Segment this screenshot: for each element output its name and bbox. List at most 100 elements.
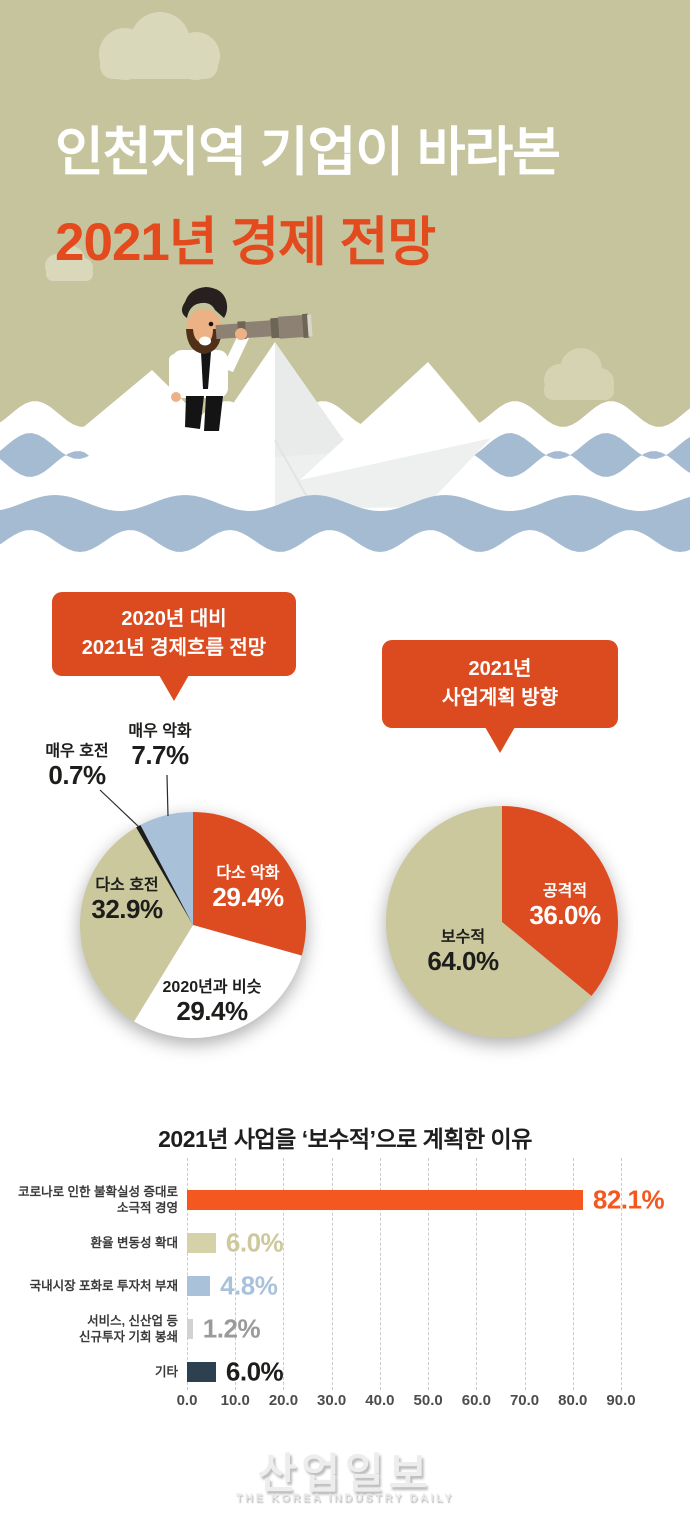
x-tick-label: 90.0 [606,1392,636,1409]
cloud-icon-right [544,348,614,400]
x-tick-label: 30.0 [317,1392,347,1409]
slice-label: 매우 호전 [45,743,109,760]
beard [186,329,222,354]
boat-illustration [0,0,690,580]
x-tick-label: 60.0 [461,1392,491,1409]
pie-slice [502,806,618,996]
lookout-man-illustration [169,287,313,431]
pie-callout-much-better: 매우 호전 0.7% [17,742,137,791]
bar-category-label: 서비스, 신산업 등 신규투자 기회 봉쇄 [79,1313,178,1344]
bar-value: 6.0% [225,1356,284,1387]
bar-category-label: 코로나로 인한 불확실성 증대로 소극적 경영 [18,1184,178,1215]
bar-value: 1.2% [202,1313,261,1344]
x-tick-label: 80.0 [558,1392,588,1409]
slice-label: 매우 악화 [128,723,192,740]
telescope-icon [215,313,313,340]
bubble-tail [159,675,189,701]
page-title: 인천지역 기업이 바라본 2021년 경제 전망 [55,108,561,288]
x-tick-label: 20.0 [268,1392,299,1409]
hair [181,287,228,318]
gridline [572,1158,574,1390]
slice-value: 29.4% [176,996,248,1027]
gridline [428,1158,430,1390]
x-tick-label: 70.0 [509,1392,540,1409]
slice-value: 32.9% [91,894,163,925]
bar-row: 서비스, 신산업 등 신규투자 기회 봉쇄 1.2% [0,1314,690,1345]
pie-slice [140,812,193,925]
pie-slice [136,824,193,925]
bar-category-label: 기타 [154,1364,178,1379]
pie-label-aggressive: 공격적 36.0% [505,882,625,931]
cloud-icon-small [45,246,93,281]
gridline [476,1158,478,1390]
bar-value: 4.8% [220,1270,278,1301]
x-tick-label: 10.0 [220,1392,250,1409]
x-tick-label: 40.0 [365,1392,395,1409]
x-axis-ticks: 0.0 10.0 20.0 30.0 40.0 50.0 60.0 70.0 80.0 90.0 [177,1392,636,1412]
slice-label: 공격적 [542,883,588,900]
bubble-economy-outlook: 2020년 대비 2021년 경제흐름 전망 [52,592,296,701]
bubble-tail [485,727,515,753]
gridline [283,1158,285,1390]
bubble-line: 2020년 대비 [121,608,227,630]
eye [208,321,214,327]
bubble-line: 2021년 [468,658,532,680]
slice-value: 64.0% [427,946,499,977]
bar-value: 6.0% [225,1227,284,1258]
gridline [331,1158,333,1390]
pie-slice [80,827,193,1022]
bar-category-label: 환율 변동성 확대 [90,1235,178,1250]
bar-category-label: 국내시장 포화로 투자처 부재 [29,1278,178,1293]
publisher-logo-subtitle: THE KOREA INDUSTRY DAILY [235,1492,455,1504]
pie-chart-economy-outlook [80,812,306,1038]
pie-slice [386,806,592,1038]
mouth [199,336,211,346]
bar-fill [187,1190,583,1210]
gridline [524,1158,526,1390]
gridline [235,1158,237,1390]
slice-value: 7.7% [131,740,189,771]
bubble-line: 2021년 경제흐름 전망 [81,637,267,659]
pie-chart-business-plan [386,806,618,1038]
bar-chart-title: 2021년 사업을 ‘보수적’으로 계획한 이유 [158,1126,532,1152]
gridline [621,1158,622,1390]
pie-callout-much-worse: 매우 악화 7.7% [100,722,220,771]
slice-label: 다소 악화 [216,865,280,882]
slice-label: 2020년과 비슷 [162,979,262,996]
bubble-business-plan: 2021년 사업계획 방향 [382,640,618,753]
slice-value: 29.4% [212,882,284,913]
hand [235,328,247,340]
x-tick-label: 0.0 [176,1392,198,1409]
page-title-line2: 2021년 경제 전망 [55,213,436,273]
slice-value: 36.0% [529,900,601,931]
gridline [187,1158,188,1390]
bar-chart-gridlines [187,1158,622,1390]
slice-value: 0.7% [48,760,106,791]
page-title-line1: 인천지역 기업이 바라본 [55,123,561,182]
paper-boat [68,342,492,509]
pie-slice [134,925,302,1038]
pie-slice [193,812,306,956]
pie-label-somewhat-better: 다소 호전 32.9% [67,876,187,925]
wave-band-front [0,495,690,552]
bar-row: 기타 6.0% [0,1357,690,1387]
gridline [379,1158,381,1390]
pie-label-somewhat-worse: 다소 악화 29.4% [188,864,308,913]
x-tick-label: 50.0 [413,1392,443,1409]
bar-fill [187,1276,211,1296]
slice-label: 보수적 [440,929,486,946]
bar-fill [187,1233,216,1253]
bubble-line: 사업계획 방향 [442,687,558,709]
pie-label-conservative: 보수적 64.0% [403,928,523,977]
bar-row: 코로나로 인한 불확실성 증대로 소극적 경영 82.1% [0,1185,690,1216]
bar-value: 82.1% [592,1184,665,1215]
bar-fill [187,1362,216,1382]
bar-row: 국내시장 포화로 투자처 부재 4.8% [0,1271,690,1301]
slice-label: 다소 호전 [95,877,159,894]
face [187,309,221,343]
bar-fill [187,1319,193,1339]
publisher-logo: 산업일보 [257,1450,433,1497]
pie-label-similar-2020: 2020년과 비슷 29.4% [142,978,282,1027]
cloud-icon [99,12,220,80]
